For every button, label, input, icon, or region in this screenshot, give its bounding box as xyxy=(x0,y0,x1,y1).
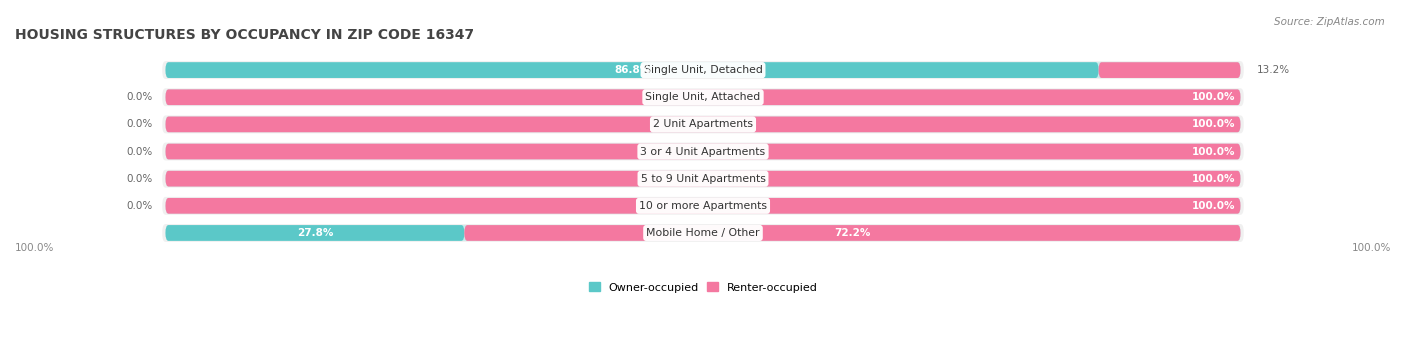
FancyBboxPatch shape xyxy=(1098,62,1240,78)
FancyBboxPatch shape xyxy=(166,117,1240,132)
FancyBboxPatch shape xyxy=(166,225,1240,241)
Text: 100.0%: 100.0% xyxy=(1192,147,1236,157)
Text: 0.0%: 0.0% xyxy=(127,147,153,157)
Text: 10 or more Apartments: 10 or more Apartments xyxy=(638,201,768,211)
Text: 86.8%: 86.8% xyxy=(614,65,650,75)
FancyBboxPatch shape xyxy=(166,171,1240,187)
Legend: Owner-occupied, Renter-occupied: Owner-occupied, Renter-occupied xyxy=(589,282,817,293)
FancyBboxPatch shape xyxy=(166,117,1240,132)
FancyBboxPatch shape xyxy=(162,88,1244,106)
Text: 100.0%: 100.0% xyxy=(1351,243,1391,253)
Text: 72.2%: 72.2% xyxy=(834,228,870,238)
FancyBboxPatch shape xyxy=(162,197,1244,215)
Text: 100.0%: 100.0% xyxy=(1192,201,1236,211)
FancyBboxPatch shape xyxy=(166,225,464,241)
Text: 3 or 4 Unit Apartments: 3 or 4 Unit Apartments xyxy=(641,147,765,157)
Text: 100.0%: 100.0% xyxy=(15,243,55,253)
Text: 5 to 9 Unit Apartments: 5 to 9 Unit Apartments xyxy=(641,174,765,184)
Text: 0.0%: 0.0% xyxy=(127,201,153,211)
FancyBboxPatch shape xyxy=(166,144,1240,159)
FancyBboxPatch shape xyxy=(162,115,1244,133)
FancyBboxPatch shape xyxy=(162,61,1244,79)
Text: 100.0%: 100.0% xyxy=(1192,174,1236,184)
FancyBboxPatch shape xyxy=(166,144,1240,159)
Text: 27.8%: 27.8% xyxy=(297,228,333,238)
Text: Mobile Home / Other: Mobile Home / Other xyxy=(647,228,759,238)
Text: 100.0%: 100.0% xyxy=(1192,92,1236,102)
FancyBboxPatch shape xyxy=(162,170,1244,188)
Text: 2 Unit Apartments: 2 Unit Apartments xyxy=(652,119,754,129)
FancyBboxPatch shape xyxy=(166,89,1240,105)
FancyBboxPatch shape xyxy=(166,62,1240,78)
Text: 100.0%: 100.0% xyxy=(1192,119,1236,129)
FancyBboxPatch shape xyxy=(464,225,1240,241)
FancyBboxPatch shape xyxy=(162,143,1244,161)
Text: 0.0%: 0.0% xyxy=(127,174,153,184)
Text: Single Unit, Detached: Single Unit, Detached xyxy=(644,65,762,75)
FancyBboxPatch shape xyxy=(162,224,1244,242)
FancyBboxPatch shape xyxy=(166,171,1240,187)
Text: 0.0%: 0.0% xyxy=(127,119,153,129)
FancyBboxPatch shape xyxy=(166,89,1240,105)
FancyBboxPatch shape xyxy=(166,62,1098,78)
FancyBboxPatch shape xyxy=(166,198,1240,214)
Text: Single Unit, Attached: Single Unit, Attached xyxy=(645,92,761,102)
FancyBboxPatch shape xyxy=(166,198,1240,214)
Text: HOUSING STRUCTURES BY OCCUPANCY IN ZIP CODE 16347: HOUSING STRUCTURES BY OCCUPANCY IN ZIP C… xyxy=(15,28,474,42)
Text: 0.0%: 0.0% xyxy=(127,92,153,102)
Text: 13.2%: 13.2% xyxy=(1257,65,1289,75)
Text: Source: ZipAtlas.com: Source: ZipAtlas.com xyxy=(1274,17,1385,27)
